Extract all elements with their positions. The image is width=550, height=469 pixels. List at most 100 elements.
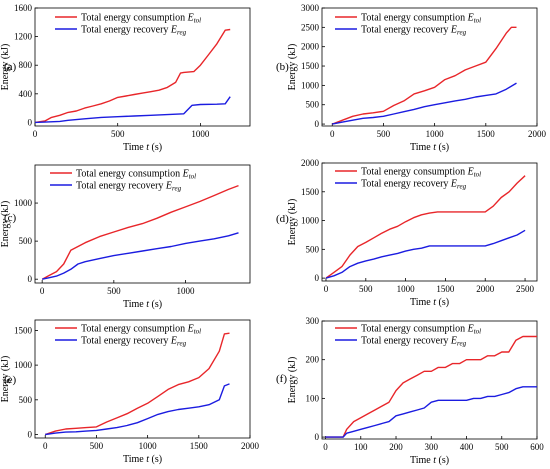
series-line-recovery [45,383,230,436]
panel-label: (a) [4,61,17,73]
plot-frame [34,7,251,127]
y-tick-label: 0 [315,119,320,129]
x-tick-label: 2500 [516,284,535,294]
x-axis-label: Time t (s) [123,142,162,153]
legend-entry-recovery: Total energy recovery Ereg [81,336,187,348]
x-tick-label: 2000 [241,441,260,451]
x-axis-label: Time t (s) [123,299,162,310]
x-tick-label: 100 [354,442,368,452]
y-tick-label: 300 [306,316,320,326]
x-tick-label: 500 [377,129,391,139]
x-tick-label: 2000 [476,284,495,294]
plot-frame [321,162,538,282]
x-tick-label: 0 [43,441,48,451]
chart-panel: 0 500 1000 0 400 800 1200 1600 Energy (kJ) Time t… [0,3,251,153]
y-tick-label: 500 [19,395,33,405]
y-tick-label: 1500 [301,61,320,71]
plot-frame [34,164,251,284]
legend-entry-recovery: Total energy recovery Ereg [76,181,182,193]
legend-entry-consumption: Total energy consumption Etol [81,324,201,336]
legend-entry-consumption: Total energy consumption Etol [361,324,481,336]
chart-panel: 0 500 1000 1500 2000 0 500 1000 1500 2000 2500 3000… [276,3,547,153]
y-tick-label: 2500 [301,22,320,32]
series-line-recovery [35,96,231,124]
legend-entry-consumption: Total energy consumption Etol [81,13,201,25]
x-tick-label: 1500 [436,284,455,294]
x-tick-label: 1000 [177,286,196,296]
legend-entry-recovery: Total energy recovery Ereg [81,25,187,37]
x-axis-label: Time t (s) [410,455,449,466]
y-tick-label: 1000 [301,80,320,90]
series-line-consumption [331,26,517,125]
chart-panel: 0 500 1000 1500 2000 0 500 1000 1500 Energy (kJ) T… [0,319,260,465]
y-tick-label: 0 [315,273,320,283]
x-tick-label: 2000 [528,129,547,139]
y-tick-label: 1000 [301,216,320,226]
x-axis-label: Time t (s) [123,454,162,465]
plot-frame [34,319,251,439]
series-line-consumption [44,332,230,436]
x-tick-label: 0 [323,442,328,452]
y-tick-label: 0 [28,430,33,440]
panel-label: (c) [4,212,17,224]
panel-label: (f) [276,373,287,385]
x-tick-label: 1500 [190,441,209,451]
series-line-consumption [35,28,231,124]
chart-panel: 0 100 200 300 400 500 600 0 100 200 300 Energy (kJ)… [276,316,544,466]
y-tick-label: 0 [315,432,320,442]
y-tick-label: 3000 [301,3,320,13]
x-tick-label: 500 [107,286,121,296]
legend-entry-recovery: Total energy recovery Ereg [361,179,467,191]
series-line-consumption [325,335,537,438]
series-line-consumption [325,175,526,279]
y-tick-label: 800 [19,60,33,70]
y-tick-label: 2000 [301,158,320,168]
panel-label: (d) [276,213,289,225]
series-line-recovery [325,229,526,279]
x-tick-label: 600 [530,442,544,452]
x-tick-label: 1500 [477,129,496,139]
panel-label: (e) [4,374,17,386]
y-tick-label: 200 [306,355,320,365]
x-tick-label: 0 [324,284,329,294]
series-line-recovery [42,232,239,280]
y-tick-label: 1200 [14,32,33,42]
y-axis-label: Energy (kJ) [0,44,11,91]
x-tick-label: 1000 [191,129,210,139]
y-tick-label: 0 [28,117,33,127]
y-tick-label: 0 [28,274,33,284]
x-tick-label: 0 [330,129,335,139]
y-axis-label: Energy (kJ) [0,201,11,248]
y-tick-label: 1600 [14,3,33,13]
x-tick-label: 1000 [139,441,158,451]
legend-entry-recovery: Total energy recovery Ereg [361,336,467,348]
y-axis-label: Energy (kJ) [287,44,298,91]
x-tick-label: 300 [425,442,439,452]
y-tick-label: 500 [19,236,33,246]
y-tick-label: 500 [306,244,320,254]
x-tick-label: 200 [389,442,403,452]
x-axis-label: Time t (s) [410,142,449,153]
legend-entry-consumption: Total energy consumption Etol [361,167,481,179]
y-tick-label: 1000 [14,360,33,370]
series-line-recovery [332,82,517,125]
legend-entry-consumption: Total energy consumption Etol [76,169,196,181]
chart-panel: 0 500 1000 1500 2000 2500 0 500 1000 1500 2000 Ener… [276,158,538,308]
x-tick-label: 0 [40,286,45,296]
x-tick-label: 500 [495,442,509,452]
x-tick-label: 1000 [397,284,416,294]
y-tick-label: 1000 [14,198,33,208]
y-axis-label: Energy (kJ) [287,199,298,246]
y-tick-label: 400 [19,89,33,99]
plot-frame [321,7,538,127]
plot-frame [321,320,538,440]
legend-entry-consumption: Total energy consumption Etol [361,13,481,25]
y-axis-label: Energy (kJ) [0,356,11,403]
x-tick-label: 0 [33,129,38,139]
series-line-consumption [41,184,239,280]
y-tick-label: 100 [306,393,320,403]
y-tick-label: 500 [306,100,320,110]
x-tick-label: 400 [460,442,474,452]
